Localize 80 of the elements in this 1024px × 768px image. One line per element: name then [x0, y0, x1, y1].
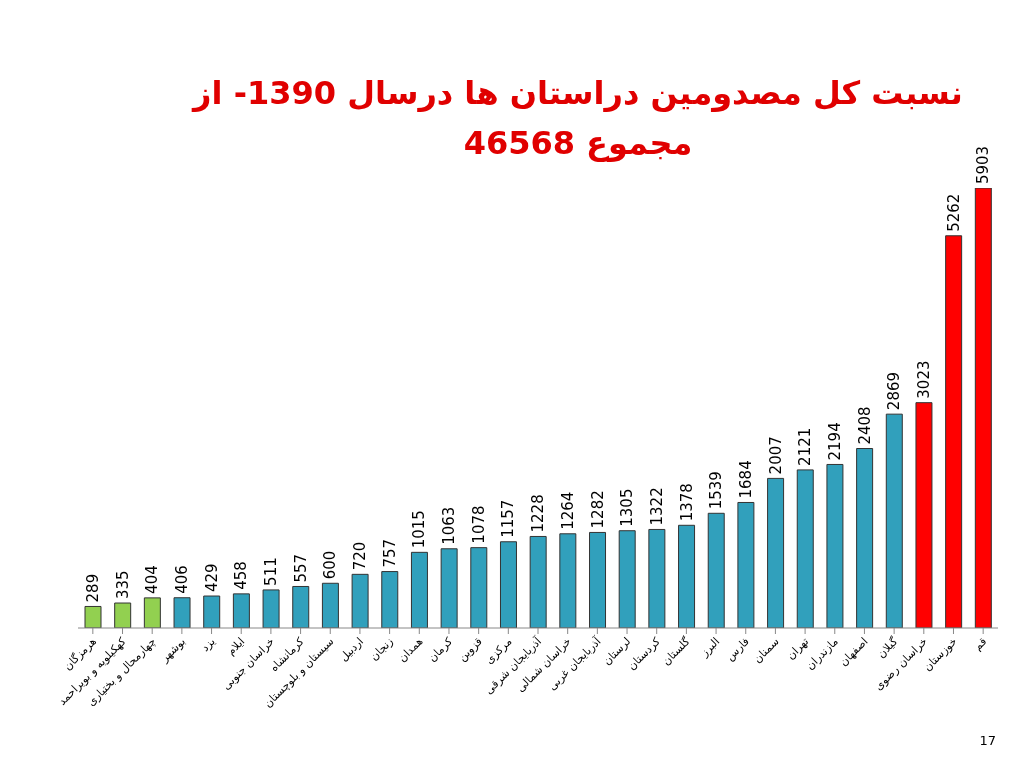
- bar: [410, 551, 428, 628]
- bar: [707, 512, 725, 628]
- bar: [559, 533, 577, 628]
- bar: [885, 413, 903, 628]
- bar: [826, 463, 844, 628]
- bar: [678, 524, 696, 628]
- x-tick-label: سمنان: [750, 634, 782, 666]
- data-label: 1539: [707, 471, 726, 510]
- data-label: 1322: [647, 487, 666, 526]
- data-label: 2007: [766, 436, 785, 475]
- bar: [499, 541, 517, 628]
- bar: [232, 593, 250, 628]
- data-label: 335: [113, 570, 132, 600]
- data-label: 1282: [588, 490, 607, 529]
- bar: [321, 582, 339, 628]
- data-label: 511: [262, 557, 281, 586]
- data-label: 5903: [974, 145, 993, 184]
- bar: [351, 573, 369, 628]
- x-tick-label: کرمان: [425, 634, 456, 665]
- bar: [143, 597, 161, 628]
- x-tick-label: یزد: [198, 634, 218, 655]
- bar: [767, 477, 785, 628]
- data-label: 1078: [469, 505, 488, 544]
- data-label: 2869: [885, 371, 904, 411]
- bar: [945, 235, 963, 628]
- x-tick-label: اصفهان: [837, 634, 871, 669]
- x-tick-label: قم: [971, 634, 990, 654]
- data-label: 600: [321, 550, 340, 580]
- bar: [737, 501, 755, 628]
- bar: [618, 530, 636, 628]
- x-tick-label: زنجان: [367, 634, 396, 664]
- x-tick-label: گلستان: [659, 634, 694, 668]
- bar: [84, 605, 102, 628]
- data-label: 2194: [825, 422, 844, 461]
- bar: [262, 589, 280, 628]
- data-label: 3023: [914, 360, 933, 399]
- bar: [915, 402, 933, 628]
- bar: [381, 571, 399, 628]
- bar: [292, 585, 310, 628]
- x-tick-label: بوشهر: [157, 634, 188, 666]
- x-tick-label: همدان: [395, 634, 426, 665]
- chart-title: نسبت کل مصدومین دراستان ها درسال 1390- از مجموع 46568: [190, 73, 964, 164]
- data-label: 1378: [677, 483, 696, 522]
- bar: [856, 448, 874, 628]
- bar: [203, 595, 221, 628]
- bar: [440, 548, 458, 628]
- bar: [796, 469, 814, 628]
- data-label: 1015: [410, 510, 429, 549]
- bar: [470, 547, 488, 628]
- x-tick-label: البرز: [697, 634, 723, 660]
- data-label: 1305: [618, 488, 637, 527]
- bar: [114, 602, 132, 628]
- bar: [648, 528, 666, 628]
- data-label: 404: [143, 565, 162, 594]
- bar: [974, 188, 992, 628]
- data-label: 2408: [855, 406, 874, 445]
- data-label: 1264: [558, 491, 577, 530]
- bar: [529, 535, 547, 628]
- data-label: 289: [84, 573, 102, 603]
- x-tick-label: اردبیل: [337, 634, 367, 664]
- data-label: 458: [232, 561, 251, 590]
- x-tick-label: تهران: [784, 634, 812, 663]
- data-label: 1228: [529, 494, 548, 533]
- data-label: 429: [202, 563, 221, 593]
- x-tick-label: قزوین: [455, 634, 485, 664]
- data-label: 5262: [944, 193, 963, 232]
- data-label: 720: [351, 541, 370, 571]
- x-tick-label: فارس: [723, 634, 752, 664]
- data-label: 1684: [736, 460, 755, 499]
- data-label: 406: [173, 565, 192, 594]
- bar: [589, 531, 607, 628]
- data-label: 1063: [440, 506, 459, 545]
- bar: [173, 597, 191, 628]
- data-label: 1157: [499, 499, 518, 538]
- data-label: 757: [380, 538, 399, 568]
- data-label: 557: [291, 553, 310, 583]
- x-tick-label: گیلان: [874, 634, 901, 661]
- text: 17: [979, 733, 996, 748]
- data-label: 2121: [796, 427, 815, 466]
- x-tick-label: ایلام: [224, 634, 248, 658]
